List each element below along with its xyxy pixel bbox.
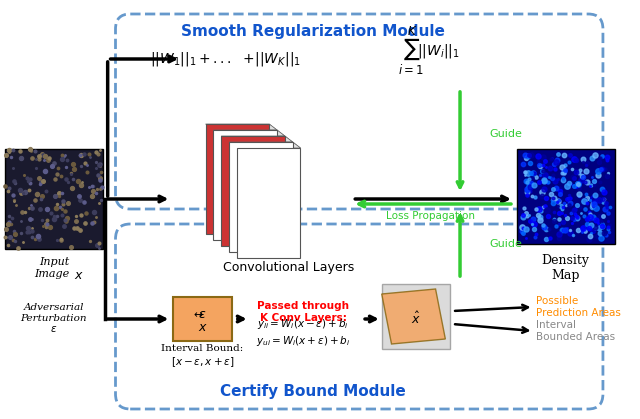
Text: Loss Propagation: Loss Propagation bbox=[386, 211, 475, 221]
Text: Adversarial
Perturbation
$\epsilon$: Adversarial Perturbation $\epsilon$ bbox=[20, 303, 87, 334]
Text: $\epsilon$: $\epsilon$ bbox=[198, 308, 207, 321]
Bar bbox=[381, 284, 451, 349]
Polygon shape bbox=[285, 136, 292, 252]
Polygon shape bbox=[381, 289, 445, 344]
Text: Passed through
K Conv Layers:: Passed through K Conv Layers: bbox=[257, 301, 349, 323]
Text: Possible
Prediction Areas: Possible Prediction Areas bbox=[536, 296, 621, 318]
Bar bbox=[221, 136, 285, 246]
Bar bbox=[237, 148, 301, 258]
Text: $\sum_{i=1}^{K}$: $\sum_{i=1}^{K}$ bbox=[398, 25, 424, 77]
Text: Input
Image: Input Image bbox=[35, 257, 73, 279]
Text: Convolutional Layers: Convolutional Layers bbox=[223, 261, 355, 274]
Text: $y_{ui} = W_i(x+\epsilon)+b_i$: $y_{ui} = W_i(x+\epsilon)+b_i$ bbox=[256, 334, 351, 348]
Text: Interval
Bounded Areas: Interval Bounded Areas bbox=[536, 320, 616, 342]
Bar bbox=[213, 130, 277, 240]
Polygon shape bbox=[205, 124, 277, 130]
Text: Guide: Guide bbox=[490, 239, 522, 249]
Polygon shape bbox=[269, 124, 277, 240]
Bar bbox=[173, 297, 232, 341]
Text: Density
Map: Density Map bbox=[541, 254, 589, 282]
Text: Interval Bound:
$[x-\epsilon, x+\epsilon]$: Interval Bound: $[x-\epsilon, x+\epsilon… bbox=[161, 344, 244, 369]
Text: $x$: $x$ bbox=[74, 269, 84, 282]
Text: $\leftrightarrow$: $\leftrightarrow$ bbox=[191, 309, 204, 319]
Text: Smooth Regularization Module: Smooth Regularization Module bbox=[181, 24, 445, 39]
Bar bbox=[229, 142, 292, 252]
Polygon shape bbox=[221, 136, 292, 142]
Text: $\hat{x}$: $\hat{x}$ bbox=[411, 311, 421, 327]
Text: Guide: Guide bbox=[490, 129, 522, 139]
Text: Certify Bound Module: Certify Bound Module bbox=[220, 384, 406, 399]
Bar bbox=[5, 149, 103, 249]
Text: $||W_1||_1+...$  $+||W_K||_1$: $||W_1||_1+...$ $+||W_K||_1$ bbox=[150, 50, 301, 68]
Polygon shape bbox=[229, 142, 301, 148]
Bar bbox=[205, 124, 269, 234]
Text: $||W_i||_1$: $||W_i||_1$ bbox=[417, 42, 460, 60]
Bar bbox=[517, 149, 614, 244]
Text: $x$: $x$ bbox=[198, 321, 207, 334]
Polygon shape bbox=[292, 142, 301, 258]
Polygon shape bbox=[213, 130, 285, 136]
Polygon shape bbox=[277, 130, 285, 246]
Text: $y_{li} = W_i(x-\epsilon)+b_i$: $y_{li} = W_i(x-\epsilon)+b_i$ bbox=[257, 317, 349, 331]
